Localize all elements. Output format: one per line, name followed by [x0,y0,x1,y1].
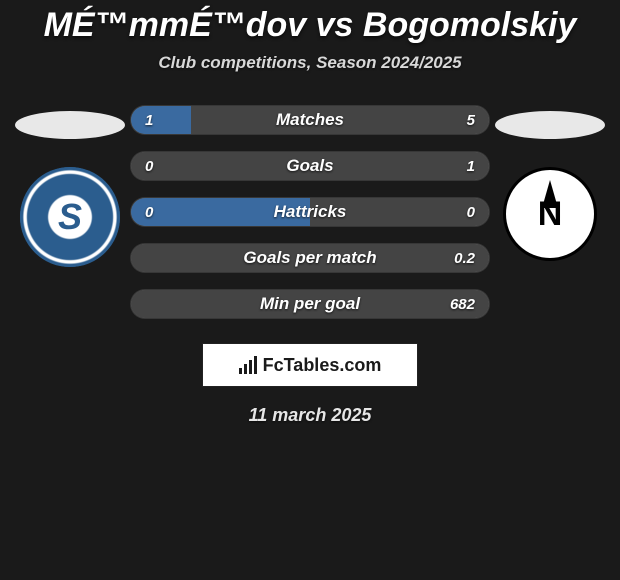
comparison-card: MÉ™mmÉ™dov vs Bogomolskiy Club competiti… [0,0,620,426]
brand-bars-icon [239,356,257,374]
bar-label: Min per goal [131,294,489,314]
date-text: 11 march 2025 [0,405,620,426]
right-badge-letter: N [538,195,563,234]
left-club-badge-icon [20,167,120,267]
left-side [10,105,130,267]
brand-box: FcTables.com [202,343,418,387]
bar-label: Goals per match [131,248,489,268]
page-title: MÉ™mmÉ™dov vs Bogomolskiy [0,6,620,45]
stat-bar: Min per goal682 [130,289,490,319]
stat-bar: 1Matches5 [130,105,490,135]
stat-bar: 0Hattricks0 [130,197,490,227]
bar-label: Hattricks [131,202,489,222]
stat-bar: 0Goals1 [130,151,490,181]
right-side: N [490,105,610,261]
bar-value-right: 5 [467,112,475,129]
left-flag-icon [15,111,125,139]
subtitle: Club competitions, Season 2024/2025 [0,53,620,73]
bar-value-right: 682 [450,296,475,313]
right-flag-icon [495,111,605,139]
bar-value-right: 0.2 [454,250,475,267]
bar-label: Goals [131,156,489,176]
bar-value-right: 0 [467,204,475,221]
right-club-badge-icon: N [503,167,597,261]
stat-bar: Goals per match0.2 [130,243,490,273]
bar-value-right: 1 [467,158,475,175]
bar-label: Matches [131,110,489,130]
stat-bars: 1Matches50Goals10Hattricks0Goals per mat… [130,105,490,319]
brand-text: FcTables.com [263,355,382,376]
main-row: 1Matches50Goals10Hattricks0Goals per mat… [0,105,620,319]
